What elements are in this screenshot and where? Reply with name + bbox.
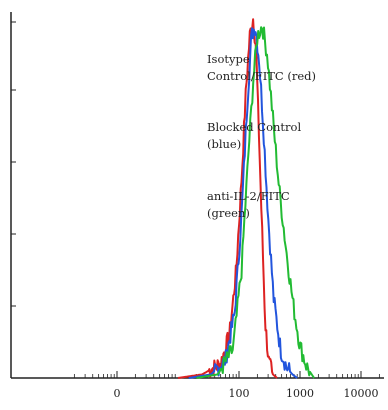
x-tick-label: 100 [229,387,250,400]
legend: Isotype Control/FITC (red) Blocked Contr… [207,52,316,220]
legend-entry-1-line-2: Control/FITC (red) [207,69,316,83]
legend-entry-3-line-1: anti-IL-2/FITC [207,189,290,203]
legend-entry-2-line-1: Blocked Control [207,120,301,134]
legend-entry-2-line-2: (blue) [207,137,241,151]
series-1-line [177,18,278,379]
series-2-line [188,27,298,379]
series-layer [177,18,315,379]
legend-entry-1-line-1: Isotype [207,52,250,66]
legend-entry-3-line-2: (green) [207,206,250,220]
y-axis-ticks [11,21,16,379]
x-tick-label: 10000 [344,387,379,400]
x-tick-label: 0 [114,387,121,400]
x-tick-label: 1000 [286,387,314,400]
x-axis-ticks: 0100100010000100000 [73,371,380,400]
series-3-line [196,26,315,379]
